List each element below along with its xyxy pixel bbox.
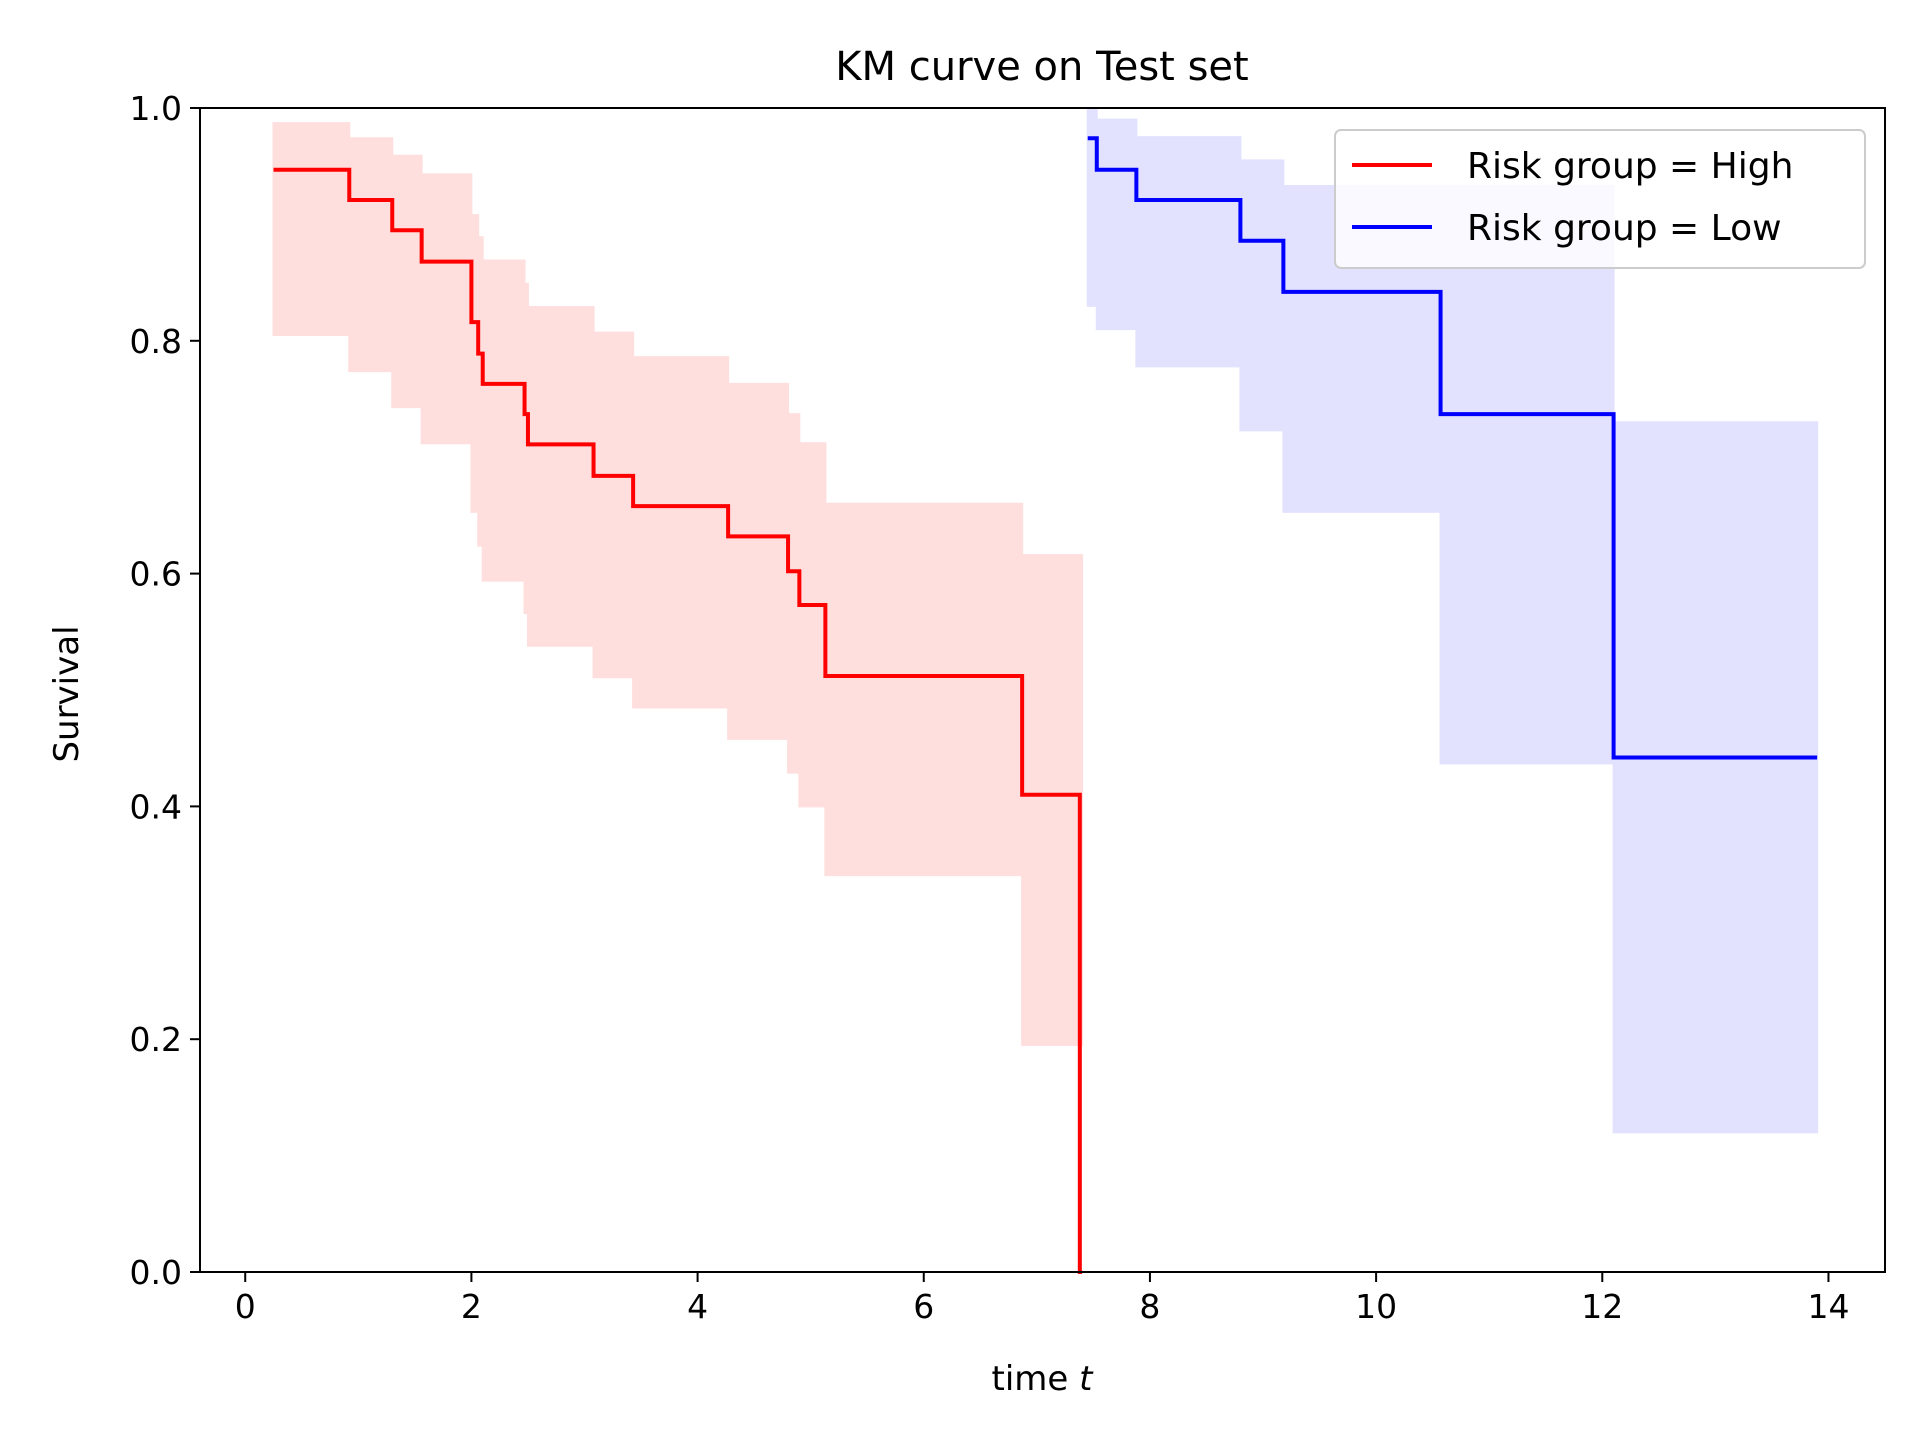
plot-frame — [199, 107, 1886, 1273]
x-axis-label-variable: t — [1079, 1359, 1094, 1399]
ci-band-0 — [272, 122, 1084, 1047]
x-tick-label-2: 4 — [687, 1287, 708, 1326]
y-tick-label-2: 0.4 — [130, 787, 182, 826]
x-tick-label-1: 2 — [461, 1287, 482, 1326]
y-tick-label-3: 0.6 — [130, 555, 182, 594]
y-axis-label: Survival — [47, 625, 87, 762]
survival-line-0 — [273, 167, 1083, 1274]
confidence-bands — [272, 107, 1819, 1134]
legend-box — [1334, 129, 1866, 269]
legend-label-high: Risk group = High — [1467, 146, 1793, 187]
y-tick-label-0: 0.0 — [130, 1253, 182, 1292]
legend-label-low: Risk group = Low — [1467, 208, 1782, 249]
x-axis: 0 2 4 6 8 10 12 14 — [235, 1272, 1849, 1326]
survival-line-1 — [1087, 136, 1818, 760]
legend: Risk group = High Risk group = Low — [1334, 129, 1866, 269]
x-tick-label-7: 14 — [1807, 1287, 1849, 1326]
x-tick-label-4: 8 — [1139, 1287, 1160, 1326]
y-tick-label-4: 0.8 — [130, 322, 182, 361]
x-tick-label-3: 6 — [913, 1287, 934, 1326]
x-tick-label-5: 10 — [1355, 1287, 1397, 1326]
y-tick-label-5: 1.0 — [130, 89, 182, 128]
x-axis-label-text: time — [992, 1359, 1069, 1399]
x-tick-label-0: 0 — [235, 1287, 256, 1326]
x-tick-label-6: 12 — [1581, 1287, 1623, 1326]
x-axis-label: time t — [992, 1359, 1095, 1399]
survival-curves — [273, 136, 1818, 1274]
y-tick-label-1: 0.2 — [130, 1020, 182, 1059]
y-axis: 0.0 0.2 0.4 0.6 0.8 1.0 — [130, 89, 200, 1292]
ci-band-1 — [1086, 107, 1819, 1134]
chart-title: KM curve on Test set — [835, 44, 1248, 90]
